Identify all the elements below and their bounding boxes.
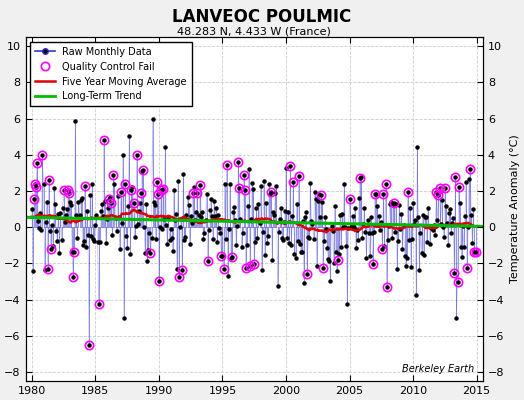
Legend: Raw Monthly Data, Quality Control Fail, Five Year Moving Average, Long-Term Tren: Raw Monthly Data, Quality Control Fail, … xyxy=(30,42,192,106)
Y-axis label: Temperature Anomaly (°C): Temperature Anomaly (°C) xyxy=(510,135,520,284)
Title: 48.283 N, 4.433 W (France): 48.283 N, 4.433 W (France) xyxy=(177,26,331,36)
Text: LANVEOC POULMIC: LANVEOC POULMIC xyxy=(172,8,352,26)
Text: Berkeley Earth: Berkeley Earth xyxy=(401,364,474,374)
